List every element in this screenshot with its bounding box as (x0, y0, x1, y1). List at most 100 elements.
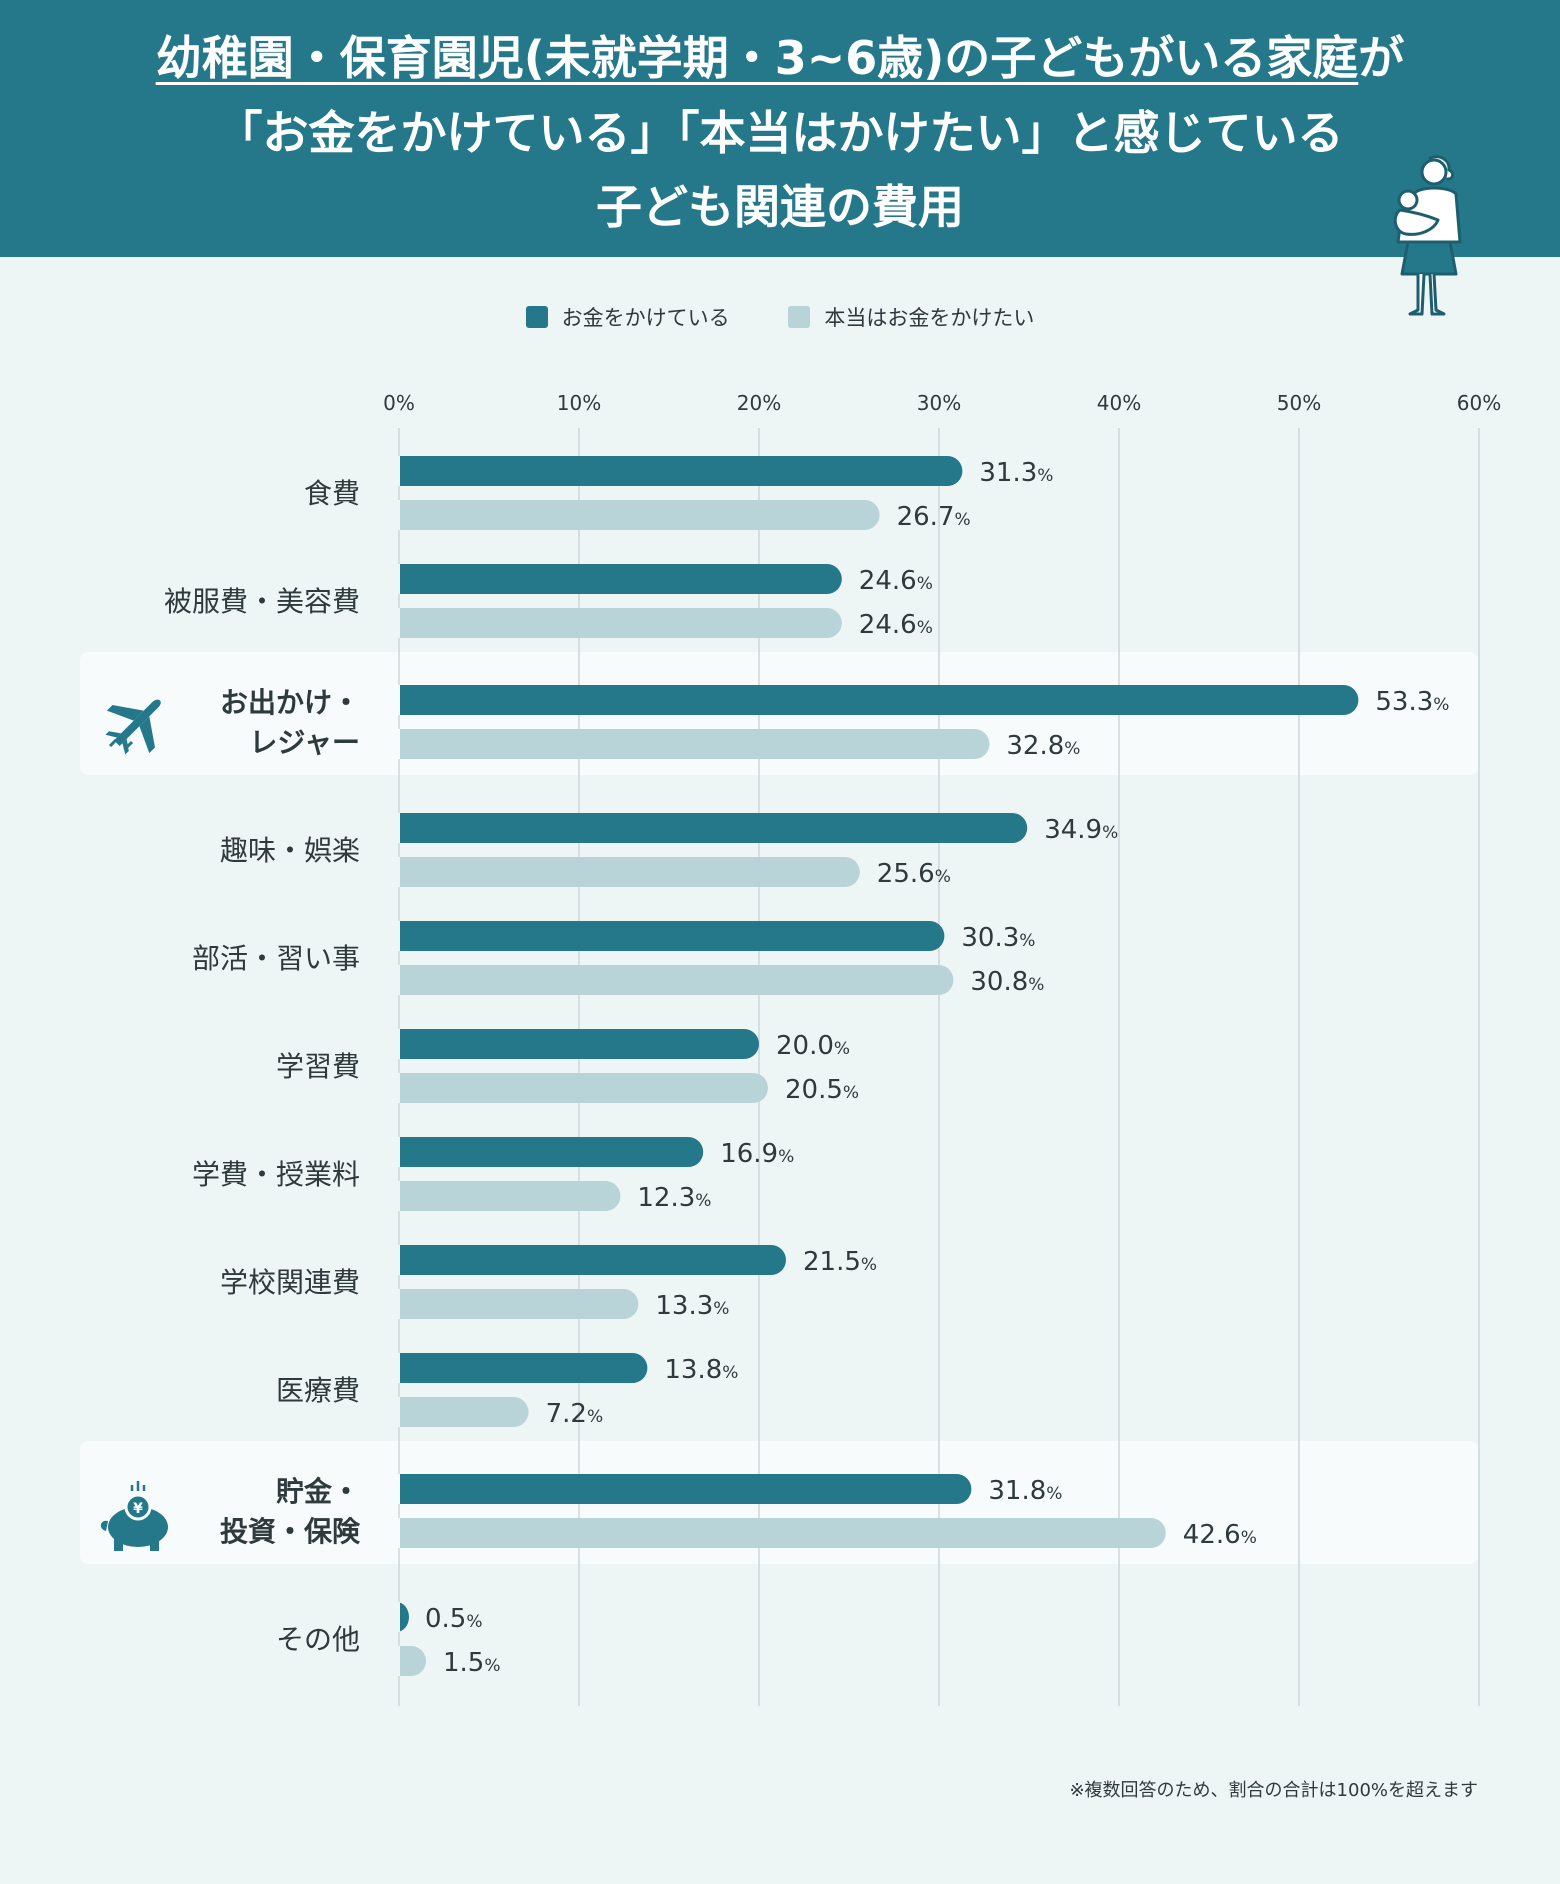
value-label: 24.6% (859, 610, 933, 640)
value-label: 34.9% (1044, 815, 1118, 845)
bar-left-mask (384, 921, 400, 951)
category-label: 被服費・美容費 (164, 585, 360, 618)
bar-spending (384, 1474, 972, 1504)
value-label: 7.2% (546, 1399, 604, 1429)
bar-left-mask (384, 813, 400, 843)
bar-left-mask (384, 1474, 400, 1504)
x-tick-label: 10% (557, 391, 601, 415)
bar-spending (384, 813, 1028, 843)
bar-spending (384, 1353, 648, 1383)
category-label: お出かけ・ (220, 686, 360, 719)
legend-swatch-light (788, 306, 811, 328)
bar-spending (384, 1029, 759, 1059)
title-line-3: 子ども関連の費用 (596, 180, 964, 234)
bar-spending (384, 1245, 786, 1275)
category-label: 学校関連費 (220, 1266, 360, 1299)
category-label: 部活・習い事 (192, 942, 360, 975)
bar-spending (384, 1137, 704, 1167)
legend-label-wish: 本当はお金をかけたい (824, 306, 1035, 330)
footnote: ※複数回答のため、割合の合計は100%を超えます (1069, 1780, 1478, 1801)
bar-left-mask (384, 685, 400, 715)
category-label: 学費・授業料 (192, 1158, 360, 1191)
value-label: 20.0% (776, 1031, 850, 1061)
value-label: 24.6% (859, 566, 933, 596)
legend-swatch-dark (525, 306, 548, 328)
speed-line (124, 740, 134, 750)
value-label: 26.7% (897, 502, 971, 532)
svg-text:¥: ¥ (133, 1501, 143, 1517)
title-underlined-text: 幼稚園・保育園児(未就学期・3~6歳)の子どもがいる家庭 (155, 31, 1359, 85)
bar-spending (384, 456, 963, 486)
value-label: 42.6% (1183, 1520, 1257, 1550)
bar-left-mask (384, 1181, 400, 1211)
value-label: 16.9% (720, 1139, 794, 1169)
category-label: 学習費 (276, 1050, 360, 1083)
header-banner: 幼稚園・保育園児(未就学期・3~6歳)の子どもがいる家庭が 「お金をかけている」… (0, 0, 1560, 257)
bar-left-mask (384, 1646, 400, 1676)
speed-line (116, 732, 126, 742)
value-label: 31.3% (979, 458, 1053, 488)
bar-spending (384, 564, 842, 594)
category-label: 食費 (304, 477, 360, 510)
value-label: 1.5% (443, 1648, 501, 1678)
bar-wish (384, 729, 990, 759)
bar-left-mask (384, 1289, 400, 1319)
bar-left-mask (384, 965, 400, 995)
value-label: 31.8% (988, 1476, 1062, 1506)
x-tick-label: 20% (737, 391, 781, 415)
bar-wish (384, 1397, 529, 1427)
value-label: 25.6% (877, 859, 951, 889)
category-label: 医療費 (276, 1374, 360, 1407)
bar-left-mask (384, 1397, 400, 1427)
value-label: 32.8% (1006, 731, 1080, 761)
bar-left-mask (384, 1518, 400, 1548)
bar-left-mask (384, 729, 400, 759)
bar-left-mask (384, 608, 400, 638)
bar-left-mask (384, 1602, 400, 1632)
bar-spending (384, 685, 1359, 715)
bar-wish (384, 1073, 768, 1103)
piggy-bank-icon: ¥ (100, 1481, 168, 1551)
category-label: その他 (276, 1623, 360, 1656)
x-tick-label: 50% (1277, 391, 1321, 415)
legend-item-wish: 本当はお金をかけたい (788, 302, 1034, 332)
bar-left-mask (384, 500, 400, 530)
bar-left-mask (384, 456, 400, 486)
x-tick-label: 40% (1097, 391, 1141, 415)
title-line-2: 「お金をかけている」「本当はかけたい」と感じている (216, 106, 1344, 160)
bar-left-mask (384, 1029, 400, 1059)
bar-wish (384, 1181, 621, 1211)
value-label: 30.8% (970, 967, 1044, 997)
bar-left-mask (384, 1137, 400, 1167)
bar-left-mask (384, 1353, 400, 1383)
value-label: 21.5% (803, 1247, 877, 1277)
title-line-1: 幼稚園・保育園児(未就学期・3~6歳)の子どもがいる家庭が (0, 28, 1560, 88)
bar-left-mask (384, 1073, 400, 1103)
airplane-icon (105, 699, 161, 755)
legend: お金をかけている 本当はお金をかけたい (0, 302, 1560, 333)
bar-spending (384, 921, 945, 951)
title-suffix-text: が (1358, 31, 1405, 85)
x-tick-label: 30% (917, 391, 961, 415)
bar-wish (384, 965, 954, 995)
category-label: レジャー (249, 726, 360, 759)
bar-left-mask (384, 1245, 400, 1275)
value-label: 53.3% (1375, 687, 1449, 717)
category-label: 趣味・娯楽 (220, 834, 360, 867)
x-tick-label: 60% (1457, 391, 1501, 415)
value-label: 12.3% (637, 1183, 711, 1213)
value-label: 30.3% (961, 923, 1035, 953)
bar-wish (384, 608, 842, 638)
value-label: 20.5% (785, 1075, 859, 1105)
bar-wish (384, 1518, 1166, 1548)
category-label: 投資・保険 (220, 1515, 361, 1548)
value-label: 0.5% (425, 1604, 483, 1634)
bar-wish (384, 1289, 639, 1319)
value-label: 13.8% (664, 1355, 738, 1385)
bar-wish (384, 857, 860, 887)
x-tick-label: 0% (383, 391, 415, 415)
speed-line (108, 738, 118, 748)
mother-holding-baby-icon (1393, 155, 1462, 316)
bar-left-mask (384, 564, 400, 594)
